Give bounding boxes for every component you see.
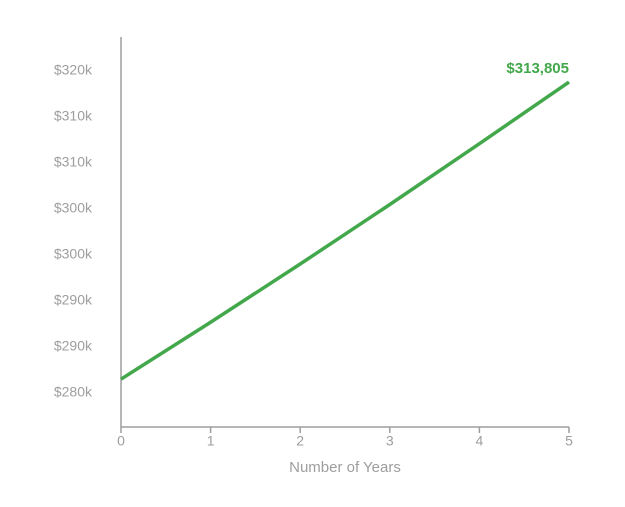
- x-tick-label: 5: [565, 433, 573, 449]
- y-tick-label: $310k: [54, 154, 93, 170]
- data-label: $313,805: [506, 60, 569, 77]
- y-tick-label: $290k: [54, 292, 93, 308]
- x-tick-label: 2: [296, 433, 304, 449]
- x-tick-label: 4: [476, 433, 484, 449]
- y-tick-label: $320k: [54, 62, 93, 78]
- x-tick-label: 1: [207, 433, 215, 449]
- x-tick-label: 3: [386, 433, 394, 449]
- x-tick-label: 0: [117, 433, 125, 449]
- y-tick-label: $300k: [54, 246, 93, 262]
- line: [120, 80, 570, 381]
- x-axis-label: Number of Years: [289, 459, 401, 476]
- y-tick-label: $290k: [54, 338, 93, 354]
- y-tick-label: $300k: [54, 200, 93, 216]
- y-tick-label: $310k: [54, 108, 93, 124]
- y-tick-label: $280k: [54, 384, 93, 400]
